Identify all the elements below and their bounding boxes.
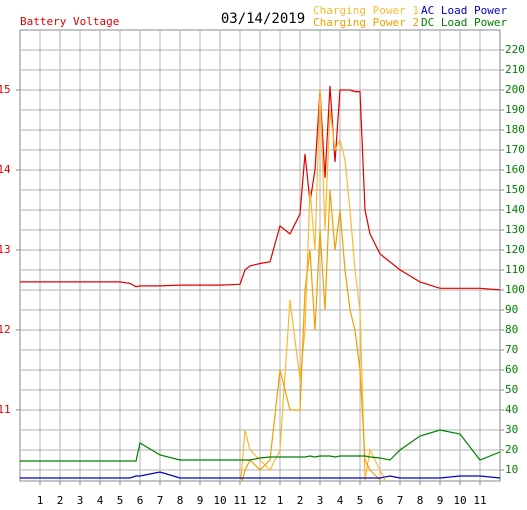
x-tick-label: 6 bbox=[137, 494, 144, 507]
y2-tick-label: 160 bbox=[505, 163, 525, 176]
x-tick-label: 7 bbox=[397, 494, 404, 507]
x-tick-label: 4 bbox=[97, 494, 104, 507]
x-tick-label: 7 bbox=[157, 494, 164, 507]
x-tick-label: 2 bbox=[297, 494, 304, 507]
y-tick-label: 12 bbox=[0, 323, 11, 336]
x-tick-label: 6 bbox=[377, 494, 384, 507]
y-tick-label: 15 bbox=[0, 83, 11, 96]
y2-tick-label: 100 bbox=[505, 283, 525, 296]
y2-tick-label: 180 bbox=[505, 123, 525, 136]
x-tick-label: 9 bbox=[197, 494, 204, 507]
y-tick-label: 14 bbox=[0, 163, 11, 176]
x-tick-label: 10 bbox=[453, 494, 466, 507]
series-line bbox=[240, 89, 387, 481]
y2-tick-label: 210 bbox=[505, 63, 525, 76]
grid bbox=[20, 30, 500, 481]
x-tick-label: 8 bbox=[177, 494, 184, 507]
y2-tick-label: 150 bbox=[505, 183, 525, 196]
x-tick-label: 8 bbox=[417, 494, 424, 507]
chart-date: 03/14/2019 bbox=[221, 11, 305, 27]
series-line bbox=[20, 471, 500, 479]
x-tick-label: 3 bbox=[317, 494, 324, 507]
y2-tick-label: 110 bbox=[505, 263, 525, 276]
legend-label: Charging Power 1 bbox=[313, 4, 419, 17]
y2-tick-label: 70 bbox=[505, 343, 518, 356]
y2-tick-label: 10 bbox=[505, 463, 518, 476]
x-tick-label: 5 bbox=[117, 494, 124, 507]
x-tick-label: 11 bbox=[233, 494, 246, 507]
x-tick-label: 9 bbox=[437, 494, 444, 507]
chart-title: Battery Voltage bbox=[20, 15, 119, 28]
x-tick-label: 10 bbox=[213, 494, 226, 507]
x-tick-label: 4 bbox=[337, 494, 344, 507]
y2-tick-label: 130 bbox=[505, 223, 525, 236]
y2-tick-label: 170 bbox=[505, 143, 525, 156]
y2-tick-label: 220 bbox=[505, 43, 525, 56]
y2-tick-label: 190 bbox=[505, 103, 525, 116]
y2-tick-label: 80 bbox=[505, 323, 518, 336]
series-line bbox=[20, 85, 500, 291]
legend-label: Charging Power 2 bbox=[313, 16, 419, 29]
x-tick-label: 1 bbox=[37, 494, 44, 507]
y-tick-label: 11 bbox=[0, 403, 11, 416]
series-line bbox=[241, 189, 382, 481]
x-tick-label: 5 bbox=[357, 494, 364, 507]
y2-tick-label: 60 bbox=[505, 363, 518, 376]
y2-tick-label: 90 bbox=[505, 303, 518, 316]
x-tick-label: 12 bbox=[253, 494, 266, 507]
y2-tick-label: 120 bbox=[505, 243, 525, 256]
y-tick-label: 13 bbox=[0, 243, 11, 256]
x-tick-label: 3 bbox=[77, 494, 84, 507]
y2-tick-label: 30 bbox=[505, 423, 518, 436]
legend-label: AC Load Power bbox=[421, 4, 507, 17]
series-line bbox=[20, 429, 500, 462]
x-tick-label: 1 bbox=[277, 494, 284, 507]
x-tick-label: 2 bbox=[57, 494, 64, 507]
y2-tick-label: 140 bbox=[505, 203, 525, 216]
y2-tick-label: 20 bbox=[505, 443, 518, 456]
y2-tick-label: 50 bbox=[505, 383, 518, 396]
x-tick-label: 11 bbox=[473, 494, 486, 507]
series-group bbox=[20, 85, 500, 481]
y2-tick-label: 40 bbox=[505, 403, 518, 416]
y2-tick-label: 200 bbox=[505, 83, 525, 96]
legend-label: DC Load Power bbox=[421, 16, 507, 29]
